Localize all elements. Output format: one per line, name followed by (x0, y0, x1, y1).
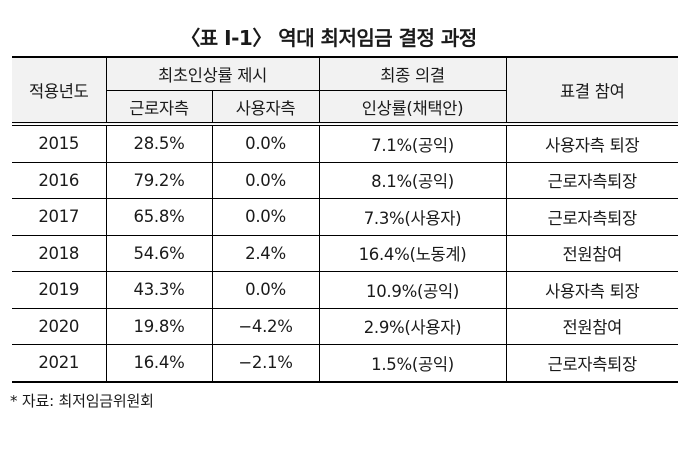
cell-final-rate: 10.9%(공익) (318, 271, 507, 309)
cell-final-rate: 7.3%(사용자) (318, 198, 507, 236)
cell-workers: 19.8% (105, 307, 213, 345)
table-row: 2015 28.5% 0.0% 7.1%(공익) 사용자측 퇴장 (12, 123, 679, 163)
header-employers: 사용자측 (211, 90, 320, 126)
cell-year: 2016 (12, 161, 107, 199)
cell-employers: 0.0% (211, 123, 320, 163)
cell-participation: 전원참여 (505, 307, 679, 345)
cell-year: 2021 (12, 344, 107, 383)
table-row: 2018 54.6% 2.4% 16.4%(노동계) 전원참여 (12, 234, 679, 272)
cell-final-rate: 7.1%(공익) (318, 123, 507, 163)
table-row: 2021 16.4% −2.1% 1.5%(공익) 근로자측퇴장 (12, 344, 679, 383)
cell-workers: 79.2% (105, 161, 213, 199)
cell-employers: 0.0% (211, 271, 320, 309)
cell-workers: 43.3% (105, 271, 213, 309)
cell-final-rate: 16.4%(노동계) (318, 234, 507, 272)
table-caption: 〈표 Ⅰ-1〉 역대 최저임금 결정 과정 (180, 26, 477, 50)
table-row: 2017 65.8% 0.0% 7.3%(사용자) 근로자측퇴장 (12, 198, 679, 236)
cell-workers: 28.5% (105, 123, 213, 163)
header-final-decision: 최종 의결 (318, 56, 507, 91)
cell-workers: 65.8% (105, 198, 213, 236)
cell-participation: 전원참여 (505, 234, 679, 272)
minimum-wage-history-table: 적용년도 최초인상률 제시 최종 의결 표결 참여 근로자측 사용자측 인상률(… (12, 56, 679, 383)
table-row: 2020 19.8% −4.2% 2.9%(사용자) 전원참여 (12, 307, 679, 345)
cell-workers: 16.4% (105, 344, 213, 383)
cell-employers: 0.0% (211, 161, 320, 199)
cell-final-rate: 8.1%(공익) (318, 161, 507, 199)
cell-participation: 근로자측퇴장 (505, 344, 679, 383)
cell-participation: 근로자측퇴장 (505, 161, 679, 199)
header-vote-participation: 표결 참여 (505, 56, 679, 126)
cell-participation: 사용자측 퇴장 (505, 123, 679, 163)
cell-participation: 사용자측 퇴장 (505, 271, 679, 309)
source-footnote: * 자료: 최저임금위원회 (10, 392, 154, 410)
cell-employers: 2.4% (211, 234, 320, 272)
cell-year: 2018 (12, 234, 107, 272)
header-year: 적용년도 (12, 56, 107, 126)
cell-year: 2015 (12, 123, 107, 163)
cell-final-rate: 1.5%(공익) (318, 344, 507, 383)
cell-employers: 0.0% (211, 198, 320, 236)
header-final-rate: 인상률(채택안) (318, 90, 507, 126)
cell-employers: −4.2% (211, 307, 320, 345)
cell-year: 2017 (12, 198, 107, 236)
table-row: 2016 79.2% 0.0% 8.1%(공익) 근로자측퇴장 (12, 161, 679, 199)
table-row: 2019 43.3% 0.0% 10.9%(공익) 사용자측 퇴장 (12, 271, 679, 309)
cell-participation: 근로자측퇴장 (505, 198, 679, 236)
cell-final-rate: 2.9%(사용자) (318, 307, 507, 345)
header-workers: 근로자측 (106, 90, 213, 126)
cell-employers: −2.1% (211, 344, 320, 383)
cell-year: 2020 (12, 307, 107, 345)
cell-year: 2019 (12, 271, 107, 309)
cell-workers: 54.6% (105, 234, 213, 272)
header-initial-proposal: 최초인상률 제시 (105, 56, 320, 91)
